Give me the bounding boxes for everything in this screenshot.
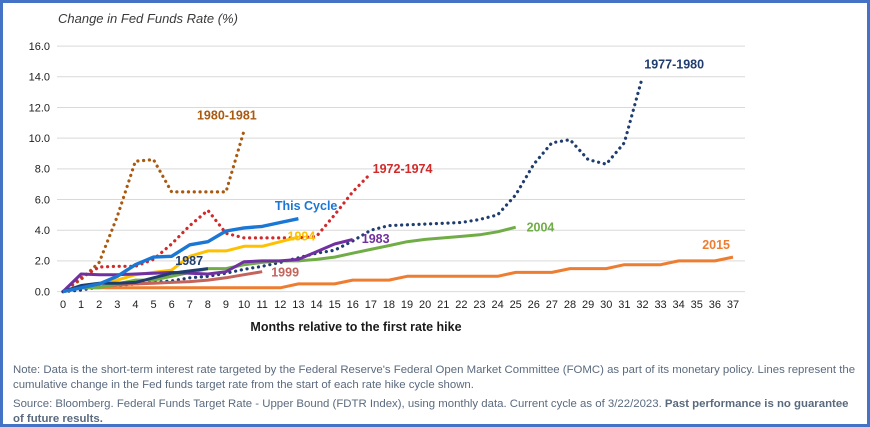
y-tick-label: 2.0 (35, 256, 50, 268)
series-label-1983: 1983 (362, 232, 390, 246)
x-tick-label: 24 (491, 299, 503, 311)
x-tick-label: 14 (310, 299, 322, 311)
x-tick-label: 31 (618, 299, 630, 311)
disclaimer-text: Past performance is no guarantee of futu… (13, 398, 849, 426)
series-label-this-cycle: This Cycle (275, 199, 338, 213)
series-label-1980-1981: 1980-1981 (197, 108, 257, 122)
series-line-1983 (61, 237, 354, 293)
series-label-1972-1974: 1972-1974 (373, 162, 433, 176)
x-tick-label: 12 (274, 299, 286, 311)
x-tick-label: 8 (205, 299, 211, 311)
x-tick-label: 23 (473, 299, 485, 311)
source-label: Source: Bloomberg. Federal Funds Target … (13, 398, 665, 410)
y-tick-label: 14.0 (29, 72, 50, 84)
series-line-1972-1974 (61, 171, 373, 294)
x-tick-label: 6 (169, 299, 175, 311)
x-tick-label: 21 (437, 299, 449, 311)
series-label-1999: 1999 (271, 266, 299, 280)
x-tick-label: 28 (564, 299, 576, 311)
x-tick-label: 3 (114, 299, 120, 311)
x-tick-label: 33 (654, 299, 666, 311)
x-tick-label: 10 (238, 299, 250, 311)
series-label-2004: 2004 (527, 220, 555, 234)
x-tick-label: 22 (455, 299, 467, 311)
x-tick-label: 34 (673, 299, 685, 311)
x-tick-label: 2 (96, 299, 102, 311)
x-tick-label: 29 (582, 299, 594, 311)
series-label-1994: 1994 (288, 230, 316, 244)
series-label-1977-1980: 1977-1980 (644, 58, 704, 72)
y-tick-label: 10.0 (29, 133, 50, 145)
x-tick-label: 35 (691, 299, 703, 311)
x-tick-label: 15 (328, 299, 340, 311)
x-tick-label: 1 (78, 299, 84, 311)
y-tick-label: 16.0 (29, 41, 50, 53)
x-tick-label: 26 (528, 299, 540, 311)
x-tick-label: 36 (709, 299, 721, 311)
x-tick-label: 11 (256, 299, 267, 311)
series-label-1987: 1987 (175, 254, 203, 268)
x-tick-label: 5 (150, 299, 156, 311)
series-line-2015 (62, 255, 734, 294)
series-label-2015: 2015 (702, 238, 730, 252)
x-tick-label: 19 (401, 299, 413, 311)
x-tick-label: 17 (365, 299, 377, 311)
series-line-this-cycle (62, 217, 299, 294)
x-tick-label: 7 (187, 299, 193, 311)
y-tick-label: 6.0 (35, 194, 50, 206)
y-tick-label: 4.0 (35, 225, 50, 237)
y-tick-label: 12.0 (29, 102, 50, 114)
source-text: Source: Bloomberg. Federal Funds Target … (13, 397, 861, 426)
note-text: Note: Data is the short-term interest ra… (13, 364, 856, 392)
x-tick-label: 32 (636, 299, 648, 311)
x-tick-label: 27 (546, 299, 558, 311)
x-tick-label: 18 (383, 299, 395, 311)
chart-title: Change in Fed Funds Rate (%) (58, 11, 238, 26)
y-tick-label: 0.0 (35, 286, 50, 298)
x-tick-label: 20 (419, 299, 431, 311)
x-tick-label: 4 (132, 299, 138, 311)
fed-funds-chart: 0.02.04.06.08.010.012.014.016.00 1 2 3 4 5 6 7 8… (29, 41, 745, 311)
x-tick-label: 0 (60, 299, 66, 311)
x-tick-label: 37 (727, 299, 739, 311)
x-tick-label: 30 (600, 299, 612, 311)
series-line-1987 (62, 267, 209, 294)
x-tick-label: 9 (223, 299, 229, 311)
x-tick-label: 16 (347, 299, 359, 311)
x-tick-label: 25 (510, 299, 522, 311)
x-tick-label: 13 (292, 299, 304, 311)
x-axis-title: Months relative to the first rate hike (250, 320, 462, 334)
y-tick-label: 8.0 (35, 164, 50, 176)
